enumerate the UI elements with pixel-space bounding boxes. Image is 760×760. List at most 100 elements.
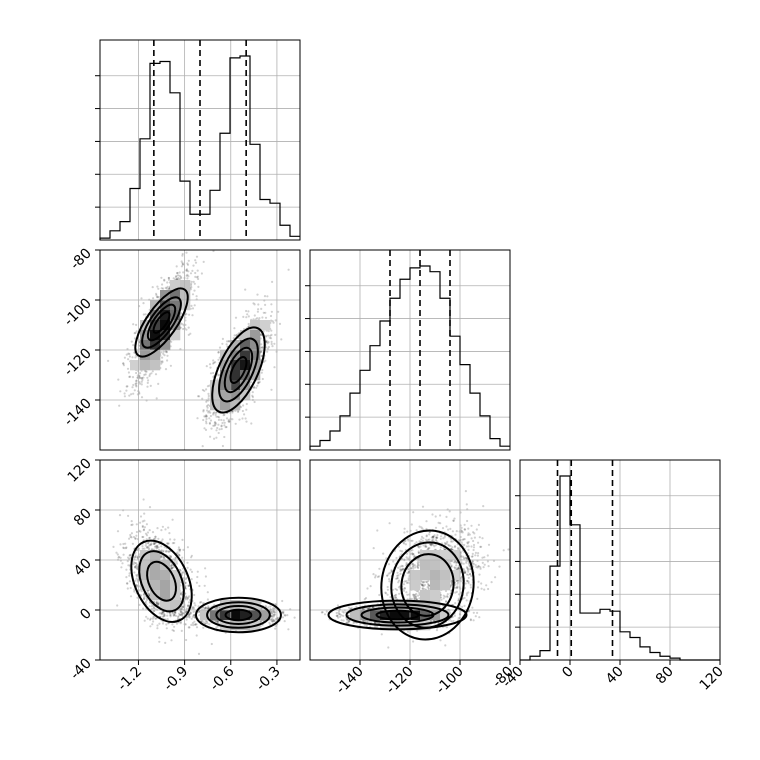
sample-point: [487, 565, 490, 568]
sample-point: [454, 591, 457, 594]
sample-point: [417, 563, 420, 566]
sample-point: [117, 556, 120, 559]
sample-point: [439, 537, 442, 541]
sample-point: [132, 392, 135, 395]
sample-point: [274, 627, 277, 630]
sample-point: [476, 566, 479, 569]
sample-point: [126, 347, 129, 351]
sample-point: [269, 334, 272, 337]
sample-point: [274, 319, 277, 322]
sample-point: [147, 592, 150, 595]
sample-point: [234, 316, 238, 319]
sample-point: [181, 606, 184, 609]
sample-point: [228, 340, 231, 343]
sample-point: [128, 352, 131, 356]
sample-point: [460, 561, 463, 564]
sample-point: [427, 547, 430, 551]
sample-point: [139, 521, 142, 524]
sample-point: [170, 639, 173, 642]
sample-point: [125, 353, 128, 356]
sample-point: [242, 404, 245, 407]
sample-point: [348, 619, 351, 623]
sample-point: [406, 557, 409, 560]
sample-point: [186, 604, 190, 607]
sample-point: [372, 547, 375, 550]
sample-point: [255, 386, 258, 389]
sample-point: [133, 556, 136, 559]
density-cell: [430, 570, 441, 581]
sample-point: [180, 614, 183, 617]
sample-point: [427, 584, 430, 587]
sample-point: [454, 583, 457, 586]
sample-point: [477, 523, 480, 527]
sample-point: [463, 569, 466, 572]
sample-point: [445, 600, 448, 603]
sample-point: [446, 596, 449, 599]
sample-point: [155, 602, 158, 605]
sample-point: [256, 317, 259, 320]
sample-point: [393, 597, 396, 600]
sample-point: [205, 415, 208, 418]
sample-point: [430, 544, 433, 547]
sample-point: [221, 342, 224, 345]
sample-point: [502, 549, 505, 552]
sample-point: [274, 617, 277, 621]
sample-point: [287, 268, 290, 271]
sample-point: [140, 396, 144, 399]
sample-point: [204, 415, 207, 418]
sample-point: [168, 554, 171, 557]
sample-point: [149, 617, 152, 620]
sample-point: [156, 627, 159, 630]
sample-point: [241, 417, 244, 420]
sample-point: [212, 250, 215, 253]
sample-point: [160, 555, 163, 558]
sample-point: [427, 583, 430, 586]
sample-point: [486, 554, 489, 557]
sample-point: [215, 415, 218, 418]
sample-point: [208, 623, 211, 626]
sample-point: [422, 537, 425, 540]
sample-point: [404, 539, 407, 542]
sample-point: [203, 415, 206, 418]
sample-point: [248, 324, 251, 328]
sample-point: [388, 522, 391, 525]
sample-point: [392, 560, 395, 563]
sample-point: [205, 606, 208, 609]
sample-point: [409, 567, 413, 570]
sample-point: [208, 421, 211, 424]
sample-point: [426, 581, 429, 584]
sample-point: [451, 546, 454, 549]
sample-point: [182, 548, 185, 552]
sample-point: [204, 428, 208, 431]
sample-point: [171, 623, 174, 626]
sample-point: [193, 620, 196, 623]
sample-point: [342, 614, 345, 618]
sample-point: [185, 607, 188, 610]
sample-point: [369, 585, 372, 588]
sample-point: [399, 572, 402, 576]
sample-point: [163, 279, 166, 282]
sample-point: [417, 545, 420, 548]
sample-point: [112, 545, 115, 549]
density-cell: [130, 360, 141, 371]
sample-point: [363, 598, 366, 601]
sample-point: [439, 639, 442, 642]
sample-point: [469, 586, 472, 589]
sample-point: [207, 403, 210, 407]
sample-point: [448, 510, 451, 513]
sample-point: [399, 549, 402, 552]
sample-point: [148, 593, 151, 597]
sample-point: [416, 566, 419, 569]
sample-point: [257, 382, 260, 385]
sample-point: [126, 587, 129, 590]
sample-point: [269, 605, 272, 608]
sample-point: [411, 539, 414, 542]
sample-point: [192, 264, 195, 267]
sample-point: [368, 620, 371, 623]
sample-point: [133, 566, 137, 569]
sample-point: [421, 527, 424, 530]
density-cell: [240, 340, 251, 351]
sample-point: [167, 622, 170, 625]
sample-point: [355, 605, 358, 608]
sample-point: [477, 552, 480, 555]
